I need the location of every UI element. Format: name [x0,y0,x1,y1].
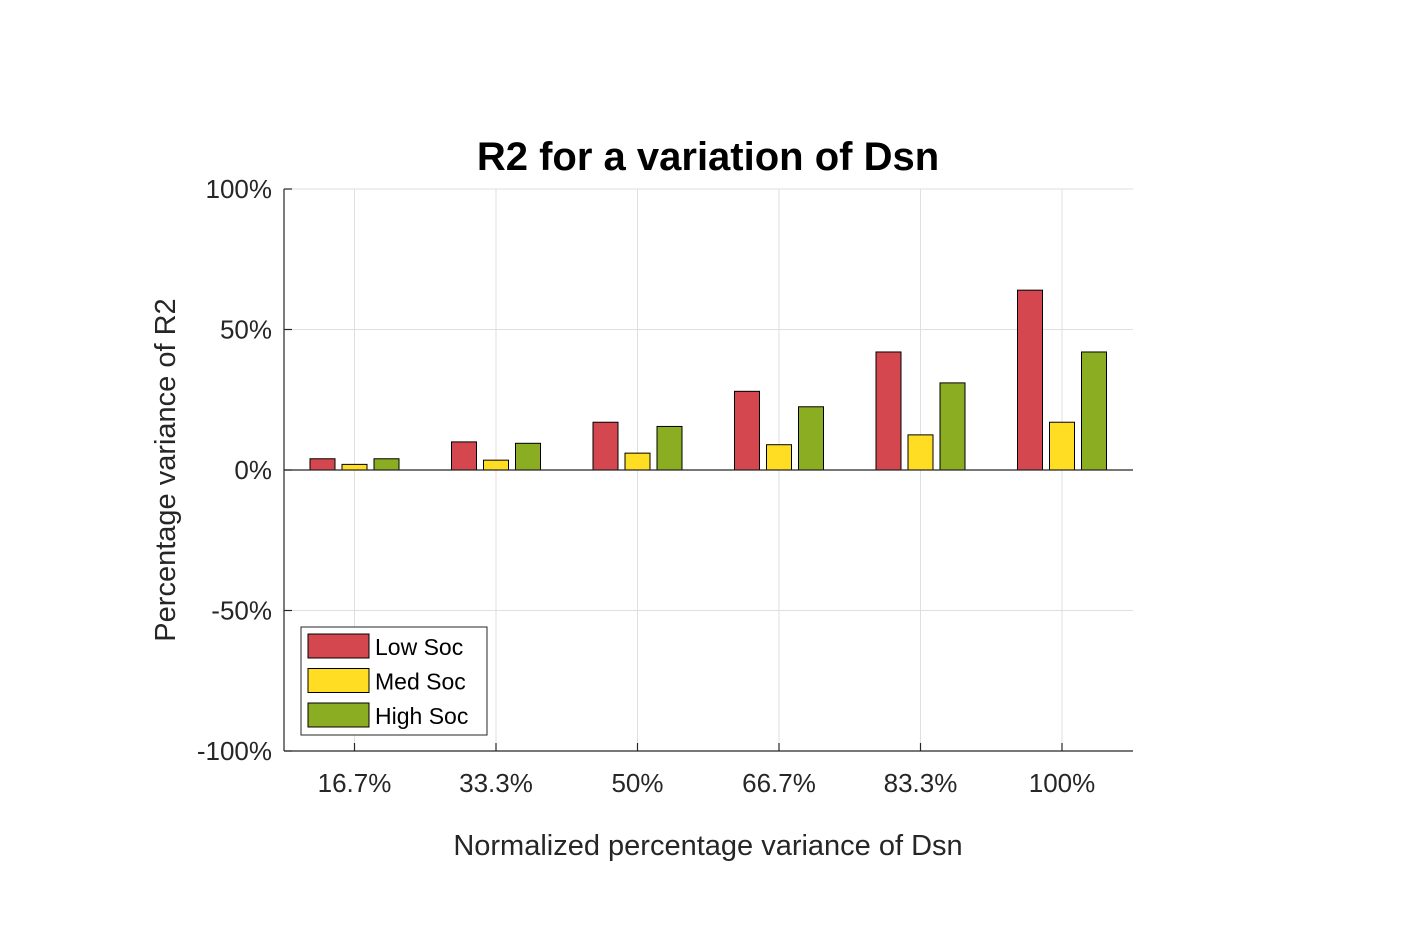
bar-med-soc [624,452,651,471]
x-tick-label: 50% [611,768,663,798]
x-tick-label: 83.3% [884,768,958,798]
bar-high-soc [515,442,541,471]
legend-swatch [307,702,370,728]
bar-low-soc [592,421,619,471]
legend-label: Low Soc [375,634,463,660]
bar-low-soc [875,351,902,471]
x-tick-label: 100% [1029,768,1096,798]
bar-high-soc [1081,351,1107,471]
bar-med-soc [483,459,509,471]
axes [283,188,1133,752]
bar-med-soc [907,434,934,471]
bar-high-soc [939,382,966,471]
x-tick-label: 33.3% [459,768,533,798]
x-axis-label: Normalized percentage variance of Dsn [453,830,962,862]
bar-low-soc [1017,289,1043,471]
legend: Low Soc Med Soc High Soc [300,626,488,736]
bar-low-soc [451,441,477,471]
x-tick-label: 66.7% [742,768,816,798]
y-tick-label: 100% [206,174,273,204]
y-tick-label: 50% [220,315,272,345]
x-tick-labels: 16.7% 33.3% 50% 66.7% 83.3% 100% [318,768,1096,798]
bar-med-soc [341,463,368,471]
legend-swatch [307,633,370,659]
bar-high-soc [798,406,824,471]
legend-label: Med Soc [375,669,466,695]
y-tick-labels: -100% -50% 0% 50% 100% [197,174,272,766]
legend-swatch [307,668,370,693]
y-tick-label: -50% [211,596,272,626]
bar-high-soc [656,425,683,471]
y-tick-label: -100% [197,736,272,766]
bar-low-soc [309,458,336,471]
legend-label: High Soc [375,703,468,729]
x-tick-label: 16.7% [318,768,392,798]
y-axis-label: Percentage variance of R2 [150,298,182,641]
bar-high-soc [373,458,400,471]
bar-low-soc [734,390,760,471]
y-tick-label: 0% [234,455,272,485]
bars [309,289,1107,471]
chart-title: R2 for a variation of Dsn [477,135,939,179]
bar-med-soc [766,444,792,471]
bar-med-soc [1049,421,1075,471]
